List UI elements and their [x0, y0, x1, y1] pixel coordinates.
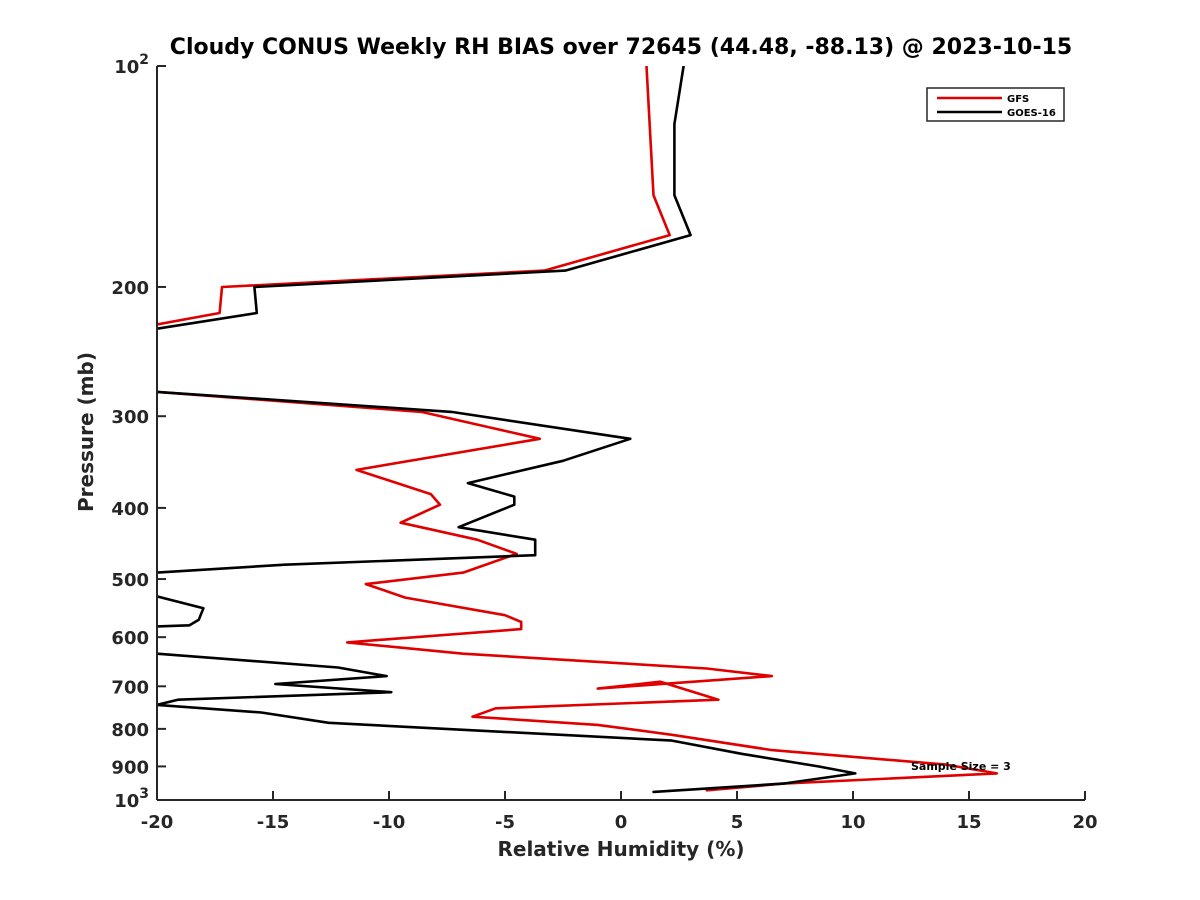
plot-lines	[157, 66, 999, 794]
series-line-goes-16-2	[157, 390, 632, 574]
x-axis-label: Relative Humidity (%)	[497, 837, 744, 861]
x-tick-label: 0	[615, 812, 628, 833]
y-tick-label: 400	[111, 499, 149, 520]
y-tick-label: 300	[111, 407, 149, 428]
series-line-goes-16-4	[157, 652, 857, 794]
y-tick-label: 800	[111, 720, 149, 741]
y-tick-label: 102	[114, 52, 149, 78]
x-tick-label: -15	[257, 812, 290, 833]
y-tick-label-exponent: 3	[139, 786, 149, 802]
legend-label: GOES-16	[1007, 108, 1056, 119]
y-tick-label: 500	[111, 570, 149, 591]
legend-box	[926, 87, 1065, 122]
chart-title: Cloudy CONUS Weekly RH BIAS over 72645 (…	[170, 35, 1072, 60]
series-line-gfs-1	[157, 66, 672, 326]
legend-label: GFS	[1007, 94, 1029, 105]
y-tick-label: 103	[114, 786, 149, 812]
sample-size-annotation: Sample Size = 3	[911, 760, 1011, 773]
x-axis-ticks: -20 -15 -10 -5 0 5 10 15 20	[141, 791, 1098, 833]
x-tick-label: 5	[731, 812, 744, 833]
x-tick-label: -5	[495, 812, 515, 833]
series-line-goes-16-1	[157, 66, 692, 331]
x-tick-label: 15	[956, 812, 981, 833]
series-line-gfs-2	[157, 390, 999, 792]
series-line-goes-16-3	[157, 595, 205, 628]
x-tick-label: 10	[840, 812, 865, 833]
y-tick-label: 700	[111, 677, 149, 698]
axes	[156, 66, 1085, 801]
y-axis-label: Pressure (mb)	[74, 352, 98, 512]
y-tick-label: 900	[111, 757, 149, 778]
x-tick-label: -10	[373, 812, 406, 833]
legend: GFS GOES-16	[926, 87, 1065, 122]
y-tick-label-exponent: 2	[139, 52, 149, 68]
y-tick-label: 600	[111, 628, 149, 649]
y-tick-label-base: 10	[114, 57, 139, 78]
x-tick-label: 20	[1072, 812, 1097, 833]
x-tick-label: -20	[141, 812, 174, 833]
y-tick-label-base: 10	[114, 791, 139, 812]
y-tick-label: 200	[111, 278, 149, 299]
